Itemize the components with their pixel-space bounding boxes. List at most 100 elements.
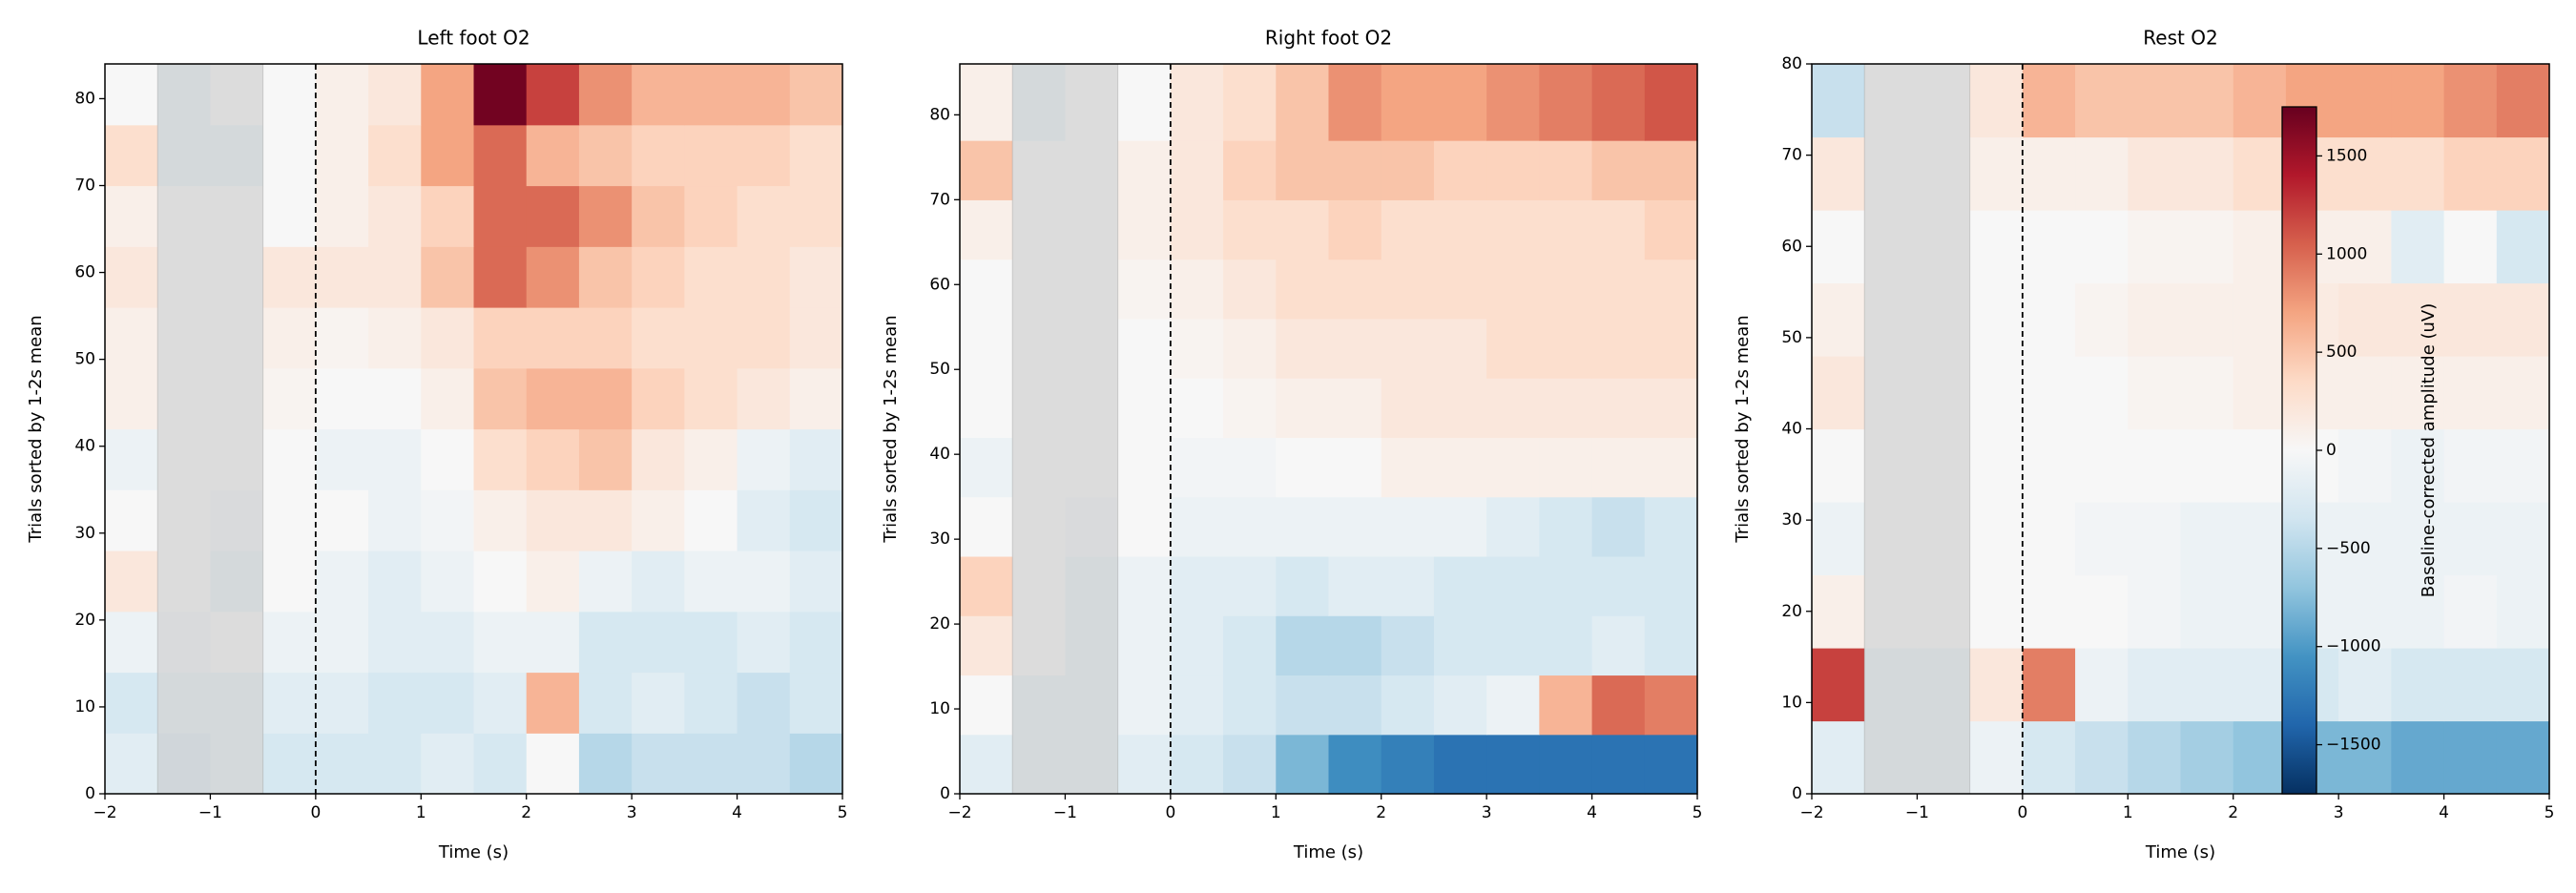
heatmap-cell (2233, 720, 2287, 795)
heatmap-cell (1433, 259, 1487, 320)
heatmap-cell (1969, 356, 2024, 430)
baseline-window (1863, 63, 1971, 795)
heatmap-cell (1065, 555, 1119, 616)
heatmap-cell (789, 733, 843, 795)
heatmap-cell (315, 550, 369, 613)
heatmap-cell (1170, 140, 1224, 200)
heatmap-cell (1117, 555, 1172, 616)
heatmap-cell (473, 489, 528, 551)
heatmap-cell (421, 246, 475, 308)
x-tick-label: 3 (1482, 803, 1492, 822)
heatmap-cell (1591, 496, 1646, 557)
y-tick-label: 20 (74, 611, 95, 630)
y-tick-label: 80 (1781, 54, 1802, 73)
heatmap-cell (262, 550, 317, 613)
heatmap-cell (2128, 356, 2182, 430)
heatmap-cell (1539, 64, 1593, 141)
heatmap-cell (789, 428, 843, 490)
heatmap-cell (526, 246, 580, 308)
heatmap-cell (2075, 428, 2129, 503)
heatmap-cell (1486, 555, 1540, 616)
heatmap-cell (210, 367, 264, 430)
heatmap-cell (1486, 318, 1540, 379)
x-tick-label: −2 (947, 803, 971, 822)
heatmap-cell (105, 489, 158, 551)
heatmap-cell (1433, 734, 1487, 795)
heatmap-cell (1539, 318, 1593, 379)
heatmap-cell (2233, 64, 2287, 138)
heatmap-cell (789, 307, 843, 369)
heatmap-cell (473, 611, 528, 674)
heatmap-cell (2391, 64, 2445, 138)
heatmap-cell (789, 246, 843, 308)
heatmap-cell (262, 124, 317, 187)
heatmap-cell (315, 672, 369, 734)
heatmap-cell (2496, 574, 2550, 649)
heatmap-cell (2075, 64, 2129, 138)
heatmap-cell (1328, 199, 1382, 260)
heatmap-cell (684, 550, 738, 613)
colorbar-tick-label: −1000 (2326, 637, 2381, 656)
heatmap-cell (1117, 615, 1172, 676)
heatmap-cell (960, 140, 1013, 200)
heatmap-cell (368, 550, 422, 613)
heatmap-cell (1276, 64, 1330, 141)
heatmap-cell (1328, 437, 1382, 498)
heatmap-cell (421, 733, 475, 795)
heatmap-cell (2391, 502, 2445, 576)
chart-title: Left foot O2 (417, 27, 530, 50)
heatmap-cell (1065, 259, 1119, 320)
heatmap-cell (368, 124, 422, 187)
heatmap-cell (1065, 496, 1119, 557)
heatmap-cell (2128, 502, 2182, 576)
heatmap-cell (2128, 136, 2182, 211)
heatmap-cell (2075, 282, 2129, 357)
heatmap-cell (1591, 140, 1646, 200)
heatmap-cell (2391, 720, 2445, 795)
heatmap-cell (2075, 720, 2129, 795)
heatmap-cell (632, 185, 685, 247)
heatmap-cell (632, 733, 685, 795)
heatmap-cell (1328, 259, 1382, 320)
heatmap-cell (2022, 502, 2076, 576)
heatmap-cell (1917, 502, 1971, 576)
heatmap-cell (960, 318, 1013, 379)
x-tick-label: 2 (2228, 803, 2238, 822)
heatmap-cell (2180, 64, 2234, 138)
heatmap-cell (1276, 496, 1330, 557)
heatmap-cell (2338, 428, 2392, 503)
y-tick-label: 10 (1781, 693, 1802, 712)
heatmap-cell (2338, 356, 2392, 430)
heatmap-cell (1433, 378, 1487, 438)
heatmap-cell (2338, 720, 2392, 795)
heatmap-cell (1223, 675, 1277, 736)
heatmap-cell (2022, 282, 2076, 357)
heatmap-cell (421, 672, 475, 734)
heatmap-cell (578, 124, 633, 187)
heatmap-cell (1170, 318, 1224, 379)
x-tick-label: 0 (2017, 803, 2027, 822)
heatmap-cell (1117, 496, 1172, 557)
heatmap-cell (1812, 136, 1865, 211)
heatmap-cell (1591, 437, 1646, 498)
heatmap-cell (1864, 502, 1919, 576)
heatmap-cell (789, 64, 843, 126)
heatmap-cell (2128, 428, 2182, 503)
heatmap-cell (473, 733, 528, 795)
heatmap-cell (960, 199, 1013, 260)
heatmap-cell (1012, 734, 1067, 795)
heatmap-cell (2443, 282, 2498, 357)
heatmap-cell (2443, 356, 2498, 430)
heatmap-cell (1644, 318, 1698, 379)
heatmap-cell (960, 378, 1013, 438)
heatmap-cell (737, 550, 791, 613)
heatmap-cell (1812, 720, 1865, 795)
heatmap-cell (2180, 282, 2234, 357)
heatmap-cell (578, 64, 633, 126)
heatmap-cell (1539, 555, 1593, 616)
heatmap-cell (1812, 428, 1865, 503)
heatmap-cell (1539, 437, 1593, 498)
heatmap-cell (578, 611, 633, 674)
heatmap-cell (368, 307, 422, 369)
heatmap-cell (1170, 675, 1224, 736)
